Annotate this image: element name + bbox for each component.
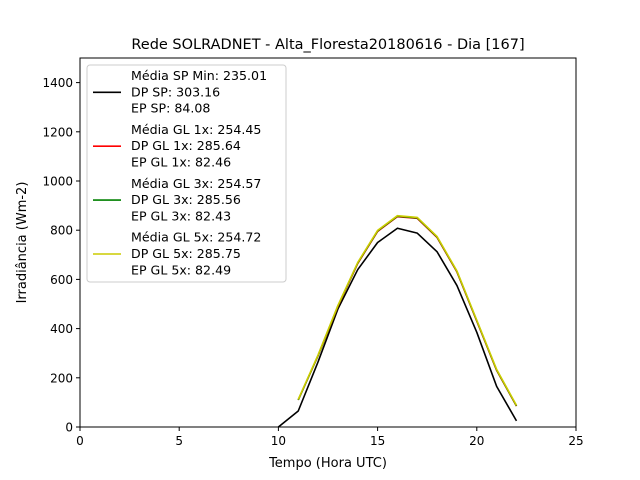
chart-title: Rede SOLRADNET - Alta_Floresta20180616 -… <box>131 37 524 53</box>
legend-entry-text: Média GL 3x: 254.57 <box>131 176 261 191</box>
x-axis: 0 5 10 15 20 25 <box>76 427 584 448</box>
legend-box <box>86 64 287 283</box>
legend-entry-text: EP GL 1x: 82.46 <box>131 155 231 170</box>
series-line-gl5 <box>297 214 518 406</box>
x-tick-label: 10 <box>271 434 286 448</box>
y-axis: 0 200 400 600 800 1000 1200 1400 <box>42 76 80 435</box>
x-tick-label: 15 <box>370 434 385 448</box>
y-tick-label: 0 <box>65 421 73 435</box>
x-tick-label: 25 <box>568 434 583 448</box>
y-tick-label: 1000 <box>42 175 73 189</box>
y-tick-label: 600 <box>50 273 73 287</box>
plot-frame <box>79 57 577 428</box>
legend-entry-text: DP GL 5x: 285.75 <box>131 246 241 261</box>
y-tick-label: 1400 <box>42 76 73 90</box>
legend-entry-text: DP GL 3x: 285.56 <box>131 192 241 207</box>
y-tick-label: 400 <box>50 322 73 336</box>
y-tick-label: 1200 <box>42 125 73 139</box>
legend-entry-text: DP GL 1x: 285.64 <box>131 138 241 153</box>
x-tick-label: 0 <box>76 434 84 448</box>
x-tick-label: 5 <box>175 434 183 448</box>
legend-entry-text: EP GL 5x: 82.49 <box>131 262 231 277</box>
plot-lines <box>277 214 518 428</box>
y-axis-label: Irradiância (Wm-2) <box>15 182 30 304</box>
y-tick-label: 200 <box>50 371 73 385</box>
legend-entry-text: EP GL 3x: 82.43 <box>131 208 231 223</box>
series-line-sp <box>277 227 518 428</box>
legend-entry-text: Média GL 1x: 254.45 <box>131 122 261 137</box>
legend-entry-text: Média SP Min: 235.01 <box>131 68 267 83</box>
x-axis-label: Tempo (Hora UTC) <box>268 456 387 471</box>
y-tick-label: 800 <box>50 224 73 238</box>
x-tick-label: 20 <box>469 434 484 448</box>
legend-entry-text: EP SP: 84.08 <box>131 101 210 116</box>
legend-entry-text: DP SP: 303.16 <box>131 84 220 99</box>
legend-entry-text: Média GL 5x: 254.72 <box>131 230 261 245</box>
